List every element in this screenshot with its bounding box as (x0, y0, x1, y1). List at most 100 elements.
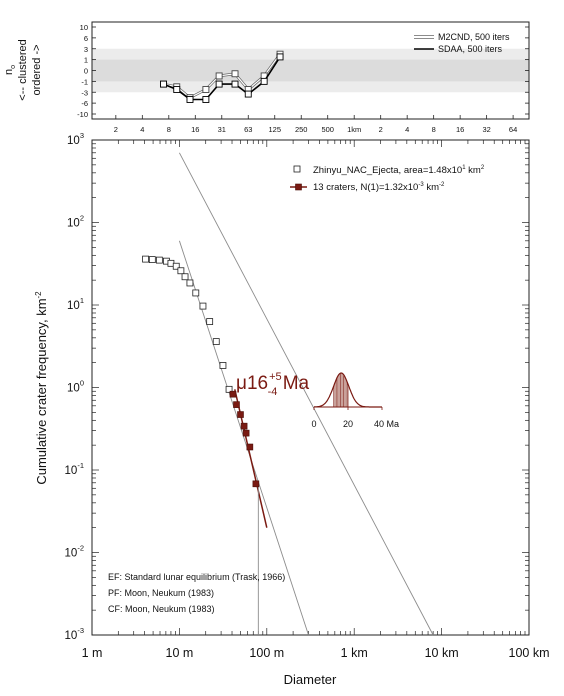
csfd-legend: Zhinyu_NAC_Ejecta, area=1.48x101 km2 13 … (290, 165, 485, 193)
reference-line-ef (179, 152, 434, 636)
randomness-y-label-clustered: <-- clustered (17, 39, 29, 100)
open-square-point (186, 279, 194, 287)
randomness-point-sdaa (202, 96, 210, 103)
randomness-point-sdaa (244, 90, 252, 98)
age-pdf-tick-label: 20 (343, 419, 353, 429)
randomness-x-tick-label: 500 (321, 125, 334, 134)
randomness-point-sdaa (215, 80, 223, 88)
filled-square-point (242, 429, 250, 437)
randomness-y-tick-label: -10 (77, 110, 88, 119)
randomness-series (160, 50, 284, 103)
randomness-x-tick-label: 2 (379, 125, 383, 134)
randomness-point-sdaa (186, 96, 194, 103)
model-age-label: μ16+5 -4 Ma (236, 371, 310, 398)
legend-fit-square-marker (295, 183, 302, 191)
randomness-y-tick-label: 6 (84, 34, 88, 43)
csfd-y-tick-label: 100 (67, 379, 84, 395)
randomness-x-tick-label: 32 (482, 125, 490, 134)
csfd-x-tick-label: 1 m (82, 646, 103, 660)
open-square-point (192, 289, 200, 297)
filled-square-point (252, 480, 260, 488)
csfd-y-tick-label: 103 (67, 131, 84, 147)
csfd-x-tick-label: 10 m (166, 646, 194, 660)
randomness-bands (92, 48, 529, 93)
legend-open-square-marker (293, 165, 301, 173)
legend-open-series-label: Zhinyu_NAC_Ejecta, area=1.48x101 km2 (313, 165, 485, 176)
csfd-y-axis-label: Cumulative crater frequency, km-2 (34, 291, 49, 485)
age-pdf-tick-label: 0 (311, 419, 316, 429)
open-square-point (142, 255, 149, 263)
csfd-x-tick-label: 1 km (341, 646, 368, 660)
randomness-x-tick-label: 125 (268, 125, 281, 134)
open-square-point (199, 302, 207, 310)
open-square-point (212, 338, 220, 346)
randomness-y-label: no <-- clustered ordered -> (3, 39, 43, 100)
open-square-point (172, 262, 180, 270)
randomness-legend: M2CND, 500 iters SDAA, 500 iters (414, 32, 510, 54)
randomness-point-m2cnd (215, 72, 223, 80)
csfd-y-tick-label: 102 (67, 214, 84, 230)
filled-square-point (229, 390, 237, 398)
csfd-x-axis-label: Diameter (284, 672, 337, 687)
open-square-point (219, 362, 227, 369)
age-pdf-tick-label: 40 Ma (374, 419, 399, 429)
randomness-y-tick-label: 1 (84, 56, 88, 65)
randomness-y-tick-label: 3 (84, 45, 88, 54)
randomness-y-label-ordered: ordered -> (31, 44, 43, 95)
randomness-x-tick-label: 16 (456, 125, 464, 134)
randomness-y-tick-label: 10 (80, 23, 88, 32)
csfd-y-tick-label: 10-3 (65, 626, 84, 642)
csfd-x-tick-label: 100 m (249, 646, 284, 660)
randomness-y-tick-label: -1 (81, 77, 88, 86)
legend-fit-series-label: 13 craters, N(1)=1.32x10-3 km-2 (313, 182, 445, 193)
open-square-point (181, 273, 189, 281)
csfd-y-axis: 103 102 101 100 10-1 10-2 10-3 (65, 131, 84, 642)
randomness-band-1 (92, 59, 529, 82)
randomness-y-tick-label: 0 (84, 67, 88, 76)
randomness-x-tick-label: 64 (509, 125, 517, 134)
filled-square-point (233, 401, 240, 408)
randomness-point-sdaa (160, 80, 167, 88)
randomness-x-tick-label: 63 (244, 125, 252, 134)
randomness-x-tick-label: 1km (347, 125, 361, 134)
note-ef: EF: Standard lunar equilibrium (Trask, 1… (108, 572, 285, 582)
randomness-point-sdaa (231, 80, 239, 88)
csfd-plot-frame (91, 139, 530, 636)
open-square-point (206, 318, 214, 325)
randomness-x-tick-label: 2 (114, 125, 118, 134)
randomness-y-tick-label: -3 (81, 88, 88, 97)
open-square-point (225, 385, 233, 393)
filled-square-point (246, 443, 254, 451)
csfd-fit-series (229, 390, 260, 488)
randomness-x-tick-label: 8 (432, 125, 436, 134)
randomness-point-sdaa (276, 53, 284, 61)
legend-m2cnd-label: M2CND, 500 iters (438, 32, 510, 42)
randomness-x-tick-label: 4 (140, 125, 144, 134)
note-pf: PF: Moon, Neukum (1983) (108, 588, 214, 598)
randomness-point-m2cnd (202, 86, 210, 93)
randomness-point-sdaa (260, 77, 268, 85)
open-square-point (148, 256, 156, 264)
legend-sdaa-label: SDAA, 500 iters (438, 44, 503, 54)
randomness-x-tick-label: 16 (191, 125, 199, 134)
age-pdf-shaded (333, 373, 349, 407)
randomness-point-m2cnd (231, 70, 239, 78)
csfd-y-tick-label: 10-2 (65, 544, 84, 560)
filled-square-point (237, 411, 244, 418)
open-square-point (155, 256, 163, 264)
age-probability-density: 0 20 40 Ma (311, 372, 399, 429)
csfd-panel: 103 102 101 100 10-1 10-2 10-3 1 m 10 m 100 m 1 k… (34, 131, 550, 687)
csfd-y-tick-label: 10-1 (65, 461, 84, 477)
randomness-x-tick-label: 8 (167, 125, 171, 134)
randomness-y-tick-label: -6 (81, 99, 88, 108)
open-square-point (177, 267, 185, 275)
randomness-x-tick-label: 4 (405, 125, 409, 134)
randomness-y-label-n: no (3, 65, 17, 75)
note-cf: CF: Moon, Neukum (1983) (108, 604, 215, 614)
csfd-open-series (142, 255, 233, 393)
randomness-x-axis: 2 4 8 16 31 63 125 250 500 1km 2 4 8 16 32 64 (114, 115, 517, 134)
randomness-x-tick-label: 250 (295, 125, 308, 134)
